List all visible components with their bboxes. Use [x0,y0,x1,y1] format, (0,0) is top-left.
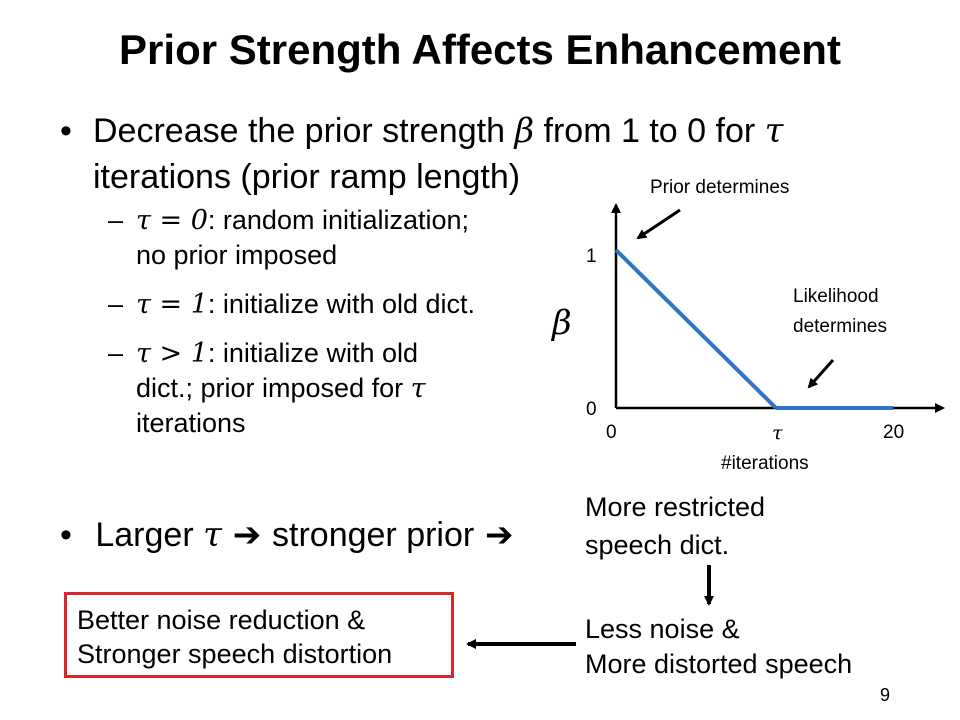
annotation-likelihood-1: Likelihood [793,286,879,307]
subitem-dash: – [108,205,124,235]
more-restricted-line-2: speech dict. [585,530,730,560]
subitem-continuation-text: dict.; prior imposed for [136,373,411,403]
subitem-line: τ = 1: initialize with old dict. [136,287,546,322]
right-arrow-icon: ➔ [474,515,514,555]
subitem-continuation-math: τ [410,373,426,404]
bullet-text-part1: Decrease the prior strength [93,112,515,150]
x-axis-label: #iterations [721,453,809,474]
less-noise-line-1: Less noise & [585,614,740,644]
prior-annotation-arrow [636,208,681,240]
bullet-line-1: Decrease the prior strength β from 1 to … [93,108,893,154]
likelihood-annotation-arrow [807,359,835,389]
subitem-math: τ = 1 [136,289,208,320]
x-tick-0: 0 [606,422,617,443]
subitem-dash: – [108,338,124,368]
subitem-math: τ > 1 [136,338,208,369]
beta-symbol: β [514,111,535,151]
subitem-line: τ > 1: initialize with old [136,336,546,371]
result-line-1: Better noise reduction & [77,605,366,635]
tau-symbol: τ [764,111,784,151]
y-tick-0: 0 [586,399,597,420]
right-arrow-icon: ➔ [221,515,273,555]
page-number: 9 [880,685,891,705]
y-axis-beta-label: β [552,303,572,343]
subitem-dash: – [108,289,124,319]
x-tick-20: 20 [883,422,905,443]
subitem-desc: : initialize with old [207,338,418,368]
y-tick-1: 1 [586,246,597,267]
bullet-larger-tau: • Larger τ ➔ stronger prior ➔ [60,512,514,558]
bullet-text-part2: from 1 to 0 for [534,112,765,150]
annotation-prior-determines: Prior determines [650,177,790,198]
bullet-text-part1: Larger [95,516,204,554]
bullet-marker: • [60,516,72,554]
subitem-text: τ = 0: random initialization; no prior i… [136,203,546,272]
annotation-likelihood-2: determines [793,316,887,337]
subitem-math: τ = 0 [136,205,208,236]
subitem-desc: : initialize with old dict. [207,289,476,319]
prior-ramp-line [614,248,778,410]
bullet-text-part2: stronger prior [272,516,475,554]
subitem-text: τ > 1: initialize with old dict.; prior … [136,336,546,440]
tau-symbol: τ [203,515,222,555]
bullet-line-2: iterations (prior ramp length) [93,158,521,196]
subitem-desc: : random initialization; [207,205,470,235]
slide-title: Prior Strength Affects Enhancement [119,26,841,73]
subitem-line: τ = 0: random initialization; [136,203,546,238]
subitem-continuation: no prior imposed [136,240,338,270]
bullet-marker: • [60,112,72,150]
result-line-2: Stronger speech distortion [77,639,393,669]
bullet-text: Decrease the prior strength β from 1 to … [93,108,893,200]
more-restricted-line-1: More restricted [585,492,766,522]
result-box: Better noise reduction & Stronger speech… [64,592,454,678]
subitem-text: τ = 1: initialize with old dict. [136,287,546,322]
subitem-continuation: dict.; prior imposed for τ [136,371,546,406]
x-tick-tau: τ [772,422,783,444]
subitem-continuation-2: iterations [136,408,246,438]
less-noise-line-2: More distorted speech [585,649,853,679]
